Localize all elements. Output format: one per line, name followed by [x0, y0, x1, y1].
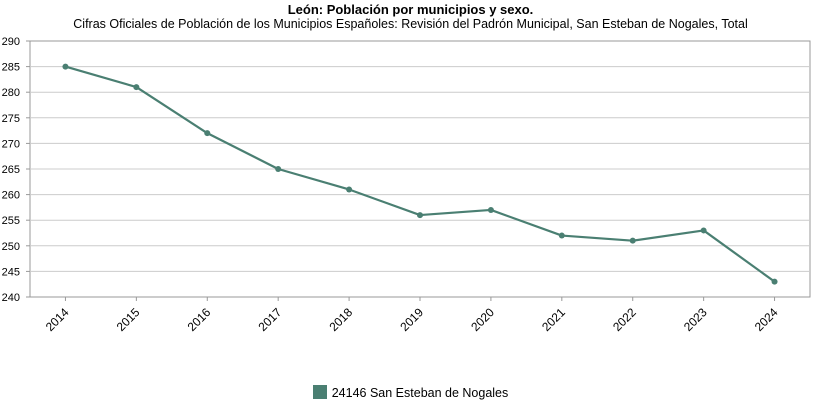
- data-point: [558, 232, 565, 239]
- y-tick-label: 265: [2, 164, 20, 176]
- y-tick-label: 280: [2, 87, 20, 99]
- y-tick-label: 245: [2, 266, 20, 278]
- x-tick-label: 2021: [539, 305, 568, 334]
- data-point: [275, 166, 282, 172]
- y-tick-label: 240: [2, 292, 20, 304]
- legend-label: 24146 San Esteban de Nogales: [331, 386, 509, 400]
- chart-subtitle: Cifras Oficiales de Población de los Mun…: [73, 17, 748, 31]
- series-line: [65, 65, 776, 283]
- y-tick-label: 270: [2, 138, 20, 150]
- x-tick-label: 2020: [468, 305, 497, 334]
- x-tick-label: 2024: [752, 305, 781, 334]
- data-point: [700, 227, 707, 234]
- legend-swatch: [312, 385, 327, 399]
- x-tick-label: 2019: [397, 305, 426, 334]
- x-tick-label: 2014: [43, 305, 72, 334]
- x-tick-label: 2017: [256, 305, 285, 334]
- series-layer: [62, 63, 778, 285]
- data-point: [62, 63, 69, 70]
- x-tick-label: 2022: [610, 305, 639, 334]
- y-tick-label: 275: [2, 113, 20, 125]
- data-point: [133, 84, 140, 91]
- data-point: [346, 186, 353, 193]
- y-tick-label: 255: [2, 215, 20, 227]
- x-tick-label: 2016: [185, 305, 214, 334]
- x-tick-label: 2018: [326, 305, 355, 334]
- grid-lines: [29, 40, 811, 298]
- y-tick-label: 260: [2, 190, 20, 202]
- data-point: [629, 237, 636, 244]
- y-tick-label: 285: [2, 62, 20, 74]
- data-point: [771, 278, 778, 285]
- y-tick-label: 290: [2, 36, 20, 48]
- data-point: [417, 212, 423, 219]
- legend: 24146 San Esteban de Nogales: [0, 385, 821, 400]
- x-tick-label: 2023: [681, 305, 710, 334]
- x-tick-label: 2015: [114, 305, 143, 334]
- chart-title: León: Población por municipios y sexo.: [287, 2, 534, 17]
- y-tick-label: 250: [2, 241, 20, 253]
- x-axis: 2014 2015 2016 2017 2018 2019 2020 2021 2022 2023…: [43, 297, 781, 334]
- data-point: [487, 206, 494, 213]
- y-axis: 240 245 250 255 260 265 270 275 280 285 290: [2, 36, 30, 304]
- data-point: [204, 130, 211, 137]
